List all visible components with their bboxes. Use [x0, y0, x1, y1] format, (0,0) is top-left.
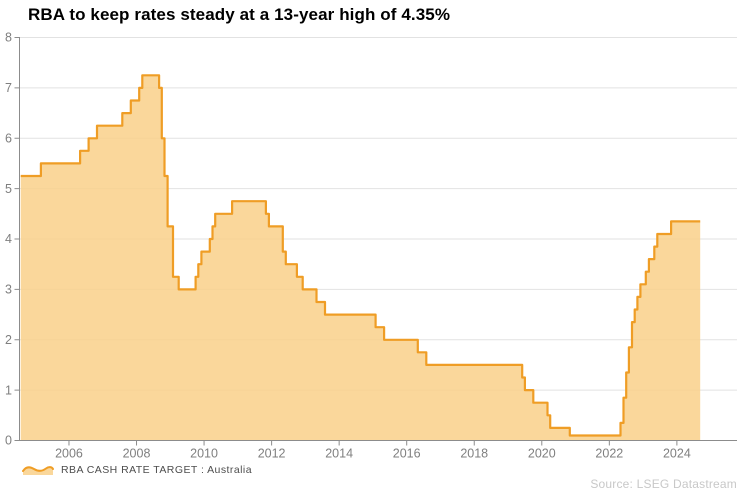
y-tick-label: 0: [5, 434, 12, 448]
y-tick-label: 5: [5, 182, 12, 196]
x-tick-label: 2022: [595, 447, 623, 461]
x-tick-label: 2006: [55, 447, 83, 461]
y-tick-label: 8: [5, 31, 12, 45]
source-credit: Source: LSEG Datastream: [590, 477, 737, 491]
x-tick-label: 2020: [528, 447, 556, 461]
rba-cash-rate-area-chart: 0 1 2 3 4 5 6 7 8 2006 2008 2010 2012 2014 2016 2018 202…: [5, 31, 737, 461]
rate-line: [20, 74, 701, 437]
x-tick-label: 2016: [393, 447, 421, 461]
y-tick-label: 3: [5, 283, 12, 297]
x-tick-label: 2018: [460, 447, 488, 461]
x-tick-label: 2010: [190, 447, 218, 461]
y-tick-label: 1: [5, 383, 12, 397]
area-squiggle-icon: [22, 466, 54, 475]
y-tick-label: 4: [5, 232, 12, 246]
y-tick-label: 7: [5, 81, 12, 95]
y-tick-label: 6: [5, 131, 12, 145]
y-tick-label: 2: [5, 333, 12, 347]
x-tick-label: 2014: [325, 447, 353, 461]
chart-title: RBA to keep rates steady at a 13-year hi…: [28, 5, 451, 24]
x-tick-label: 2024: [663, 447, 691, 461]
rate-area-fill: [20, 75, 701, 441]
legend: RBA CASH RATE TARGET : Australia: [22, 462, 252, 478]
x-tick-label: 2012: [258, 447, 286, 461]
x-tick-label: 2008: [123, 447, 151, 461]
legend-series-label: RBA CASH RATE TARGET : Australia: [61, 464, 253, 476]
